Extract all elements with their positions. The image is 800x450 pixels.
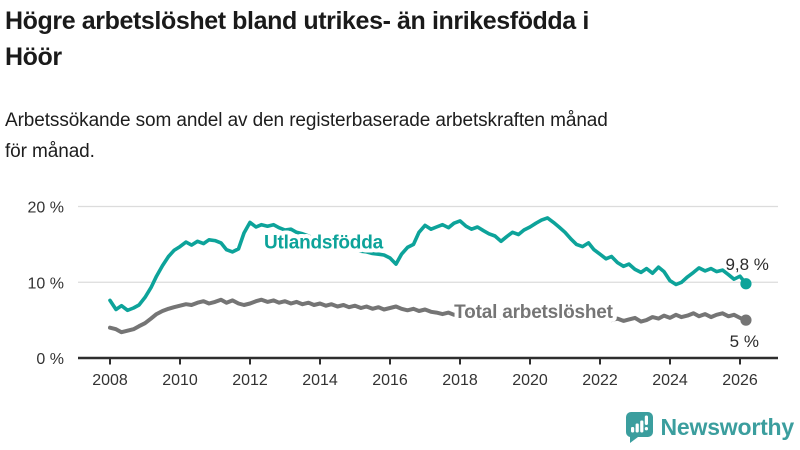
logo-bar-tall (639, 420, 643, 433)
logo-bar-small (630, 427, 634, 433)
logo-exclamation-stem (644, 415, 648, 425)
brand-footer: Newsworthy (623, 410, 794, 444)
speech-bubble-shape (625, 412, 653, 443)
y-tick-label: 0 % (36, 351, 64, 368)
brand-name: Newsworthy (660, 413, 795, 440)
x-tick-label: 2026 (722, 372, 758, 389)
series-line (108, 297, 748, 335)
y-tick-label: 20 % (28, 200, 64, 217)
chart-title: Högre arbetslöshet bland utrikes- än inr… (5, 7, 589, 71)
series-end-dot (740, 314, 752, 326)
series-label: Total arbetslöshet (454, 302, 614, 323)
x-tick-label: 2010 (162, 372, 198, 389)
series-end-value-label: 9,8 % (725, 255, 768, 274)
x-tick-label: 2012 (232, 372, 268, 389)
x-tick-label: 2014 (302, 372, 338, 389)
x-tick-label: 2016 (372, 372, 408, 389)
chart-subtitle: Arbetssökande som andel av den registerb… (5, 110, 608, 162)
y-tick-label: 10 % (28, 275, 64, 292)
logo-bar-medium (635, 423, 639, 433)
logo-exclamation-dot (644, 427, 648, 431)
newsworthy-logo-icon (625, 412, 653, 443)
series-end-dot (740, 278, 752, 290)
series-label: Utlandsfödda (264, 233, 384, 254)
x-tick-label: 2020 (512, 372, 548, 389)
series-line (108, 216, 748, 313)
x-tick-label: 2022 (582, 372, 618, 389)
series-end-value-label: 5 % (730, 332, 759, 351)
x-tick-label: 2024 (652, 372, 688, 389)
x-tick-label: 2008 (92, 372, 128, 389)
x-tick-label: 2018 (442, 372, 478, 389)
